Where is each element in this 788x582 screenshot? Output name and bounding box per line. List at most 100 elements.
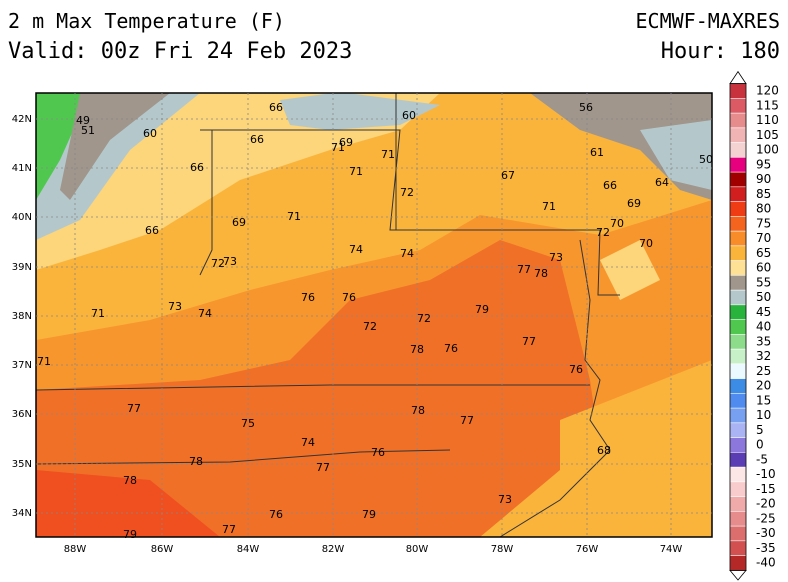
station-value: 71 <box>331 141 345 154</box>
colorbar-swatch <box>729 496 747 512</box>
station-value: 61 <box>590 146 604 159</box>
colorbar-label: 20 <box>756 379 771 393</box>
station-value: 74 <box>198 307 212 320</box>
station-value: 68 <box>597 444 611 457</box>
colorbar-swatch <box>729 393 747 409</box>
colorbar-label: 5 <box>756 423 764 437</box>
colorbar-label: 85 <box>756 187 771 201</box>
colorbar-label: 10 <box>756 408 771 422</box>
colorbar-swatch <box>729 511 747 527</box>
station-value: 64 <box>655 176 669 189</box>
station-value: 76 <box>342 291 356 304</box>
station-value: 78 <box>534 267 548 280</box>
colorbar: 1201151101051009590858075706560555045403… <box>729 70 779 581</box>
colorbar-label: 105 <box>756 128 779 142</box>
colorbar-label: 15 <box>756 393 771 407</box>
colorbar-swatch <box>729 363 747 379</box>
station-value: 74 <box>349 243 363 256</box>
latitude-label: 34N <box>12 508 32 519</box>
station-value: 77 <box>127 402 141 415</box>
station-value: 72 <box>363 320 377 333</box>
colorbar-label: 95 <box>756 157 771 171</box>
forecast-hour: Hour: 180 <box>661 39 780 64</box>
colorbar-frame <box>729 83 747 571</box>
station-value: 71 <box>381 148 395 161</box>
colorbar-swatch <box>729 127 747 143</box>
colorbar-label: 110 <box>756 113 779 127</box>
station-value: 78 <box>411 404 425 417</box>
station-value: 72 <box>596 226 610 239</box>
station-value: 75 <box>241 417 255 430</box>
colorbar-swatch <box>729 260 747 276</box>
station-value: 60 <box>143 127 157 140</box>
station-value: 56 <box>579 101 593 114</box>
model-name: ECMWF-MAXRES <box>636 9 781 33</box>
station-value: 49 <box>76 114 90 127</box>
colorbar-label: 0 <box>756 438 764 452</box>
station-value: 76 <box>269 508 283 521</box>
colorbar-label: 80 <box>756 202 771 216</box>
station-value: 60 <box>402 109 416 122</box>
station-value: 70 <box>639 237 653 250</box>
colorbar-swatch <box>729 245 747 261</box>
station-value: 76 <box>444 342 458 355</box>
latitude-label: 41N <box>12 163 32 174</box>
colorbar-label: 40 <box>756 320 771 334</box>
colorbar-label: -10 <box>756 467 776 481</box>
station-value: 79 <box>475 303 489 316</box>
colorbar-label: 120 <box>756 84 779 98</box>
station-value: 76 <box>371 446 385 459</box>
colorbar-swatch <box>729 555 747 571</box>
colorbar-label: -15 <box>756 482 776 496</box>
colorbar-label: 45 <box>756 305 771 319</box>
colorbar-swatch <box>729 525 747 542</box>
colorbar-swatch <box>729 83 747 99</box>
station-value: 79 <box>362 508 376 521</box>
station-value: 72 <box>417 312 431 325</box>
colorbar-label: -35 <box>756 541 776 555</box>
colorbar-label: 35 <box>756 334 771 348</box>
station-value: 66 <box>269 101 283 114</box>
station-value: 66 <box>250 133 264 146</box>
colorbar-label: 90 <box>756 172 771 186</box>
station-value: 73 <box>168 300 182 313</box>
station-value: 66 <box>190 161 204 174</box>
colorbar-swatch <box>729 186 747 202</box>
station-value: 71 <box>287 210 301 223</box>
longitude-label: 84W <box>237 544 260 555</box>
station-value: 69 <box>339 136 353 149</box>
colorbar-swatch <box>729 437 747 453</box>
station-value: 77 <box>460 414 474 427</box>
title: 2 m Max Temperature (F) <box>8 9 285 33</box>
colorbar-label: -5 <box>756 452 768 466</box>
station-value: 74 <box>400 247 414 260</box>
colorbar-swatch <box>729 275 747 291</box>
station-value: 74 <box>301 436 315 449</box>
latitude-label: 39N <box>12 262 32 273</box>
colorbar-swatch <box>729 540 747 556</box>
longitude-label: 76W <box>576 544 599 555</box>
station-value: 77 <box>517 263 531 276</box>
colorbar-swatch <box>729 452 747 468</box>
colorbar-cap <box>729 569 747 581</box>
station-value: 77 <box>222 523 236 536</box>
longitude-label: 82W <box>322 544 345 555</box>
station-value: 78 <box>123 474 137 487</box>
colorbar-swatch <box>729 98 747 114</box>
colorbar-label: 50 <box>756 290 771 304</box>
colorbar-swatch <box>729 216 747 232</box>
colorbar-cap <box>729 70 747 85</box>
colorbar-swatch <box>729 466 747 483</box>
colorbar-swatch <box>729 422 747 438</box>
longitude-label: 80W <box>406 544 429 555</box>
station-value: 73 <box>498 493 512 506</box>
station-value: 76 <box>301 291 315 304</box>
colorbar-swatch <box>729 378 747 394</box>
station-value: 79 <box>123 528 137 541</box>
colorbar-label: 55 <box>756 275 771 289</box>
latitude-label: 36N <box>12 409 32 420</box>
colorbar-label: -20 <box>756 497 776 511</box>
station-value: 77 <box>316 461 330 474</box>
station-value: 66 <box>145 224 159 237</box>
